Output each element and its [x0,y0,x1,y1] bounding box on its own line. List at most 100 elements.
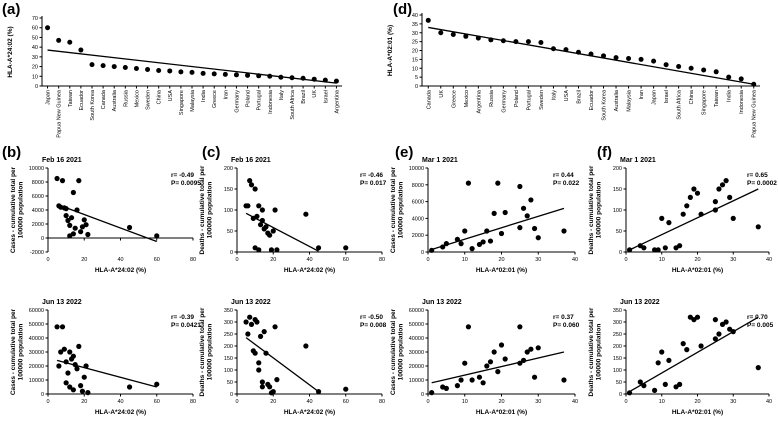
data-point [520,205,527,211]
data-point [252,186,258,192]
data-point [677,381,683,387]
data-point [259,379,265,385]
country-label: Mexico [464,90,470,107]
country-label: Mexico [134,90,140,107]
data-point [233,72,239,78]
data-point [254,213,260,219]
y-tick-label: 20 [412,49,418,55]
country-label: Taiwan [68,90,74,107]
data-point [76,343,82,349]
country-label: Greece [212,90,218,108]
y-tick-label: 150 [224,356,233,362]
data-point [730,215,736,221]
data-point [83,222,89,228]
data-point [154,381,160,387]
data-point [58,349,64,355]
y-tick-label: 20000 [29,364,44,370]
data-point [462,228,468,234]
y-tick-label: 35 [412,22,418,28]
x-tick-label: 0 [624,399,627,405]
data-point [267,232,273,238]
x-tick-label: 60 [154,257,160,263]
country-label: Ecuador [79,90,85,111]
x-axis-title: HLA-A*24:02 (%) [284,267,335,274]
country-label: Russia [123,89,129,107]
y-axis-title: HLA-A*02:01 (%) [387,25,394,76]
date-label: Jun 13 2022 [422,299,462,306]
data-point [698,343,704,349]
y-tick-label: 10000 [29,378,44,384]
x-tick-label: 80 [379,399,385,405]
date-label: Mar 1 2021 [620,157,656,164]
data-point [243,319,249,325]
data-point [680,211,686,217]
chart-e2: 0 10000 20000 30000 40000 50000 60000 0 10 20 30 40… [390,299,580,416]
x-tick-label: 30 [730,399,736,405]
country-label: South Africa [677,89,683,120]
data-point [54,175,60,182]
data-point [528,197,534,203]
country-label: Indonesia [739,89,745,114]
x-tick-label: 20 [81,399,87,405]
country-label: Brazil [576,90,582,104]
country-label: Taiwan [714,90,720,107]
data-point [79,388,86,394]
stat-r: r= -0.49 [171,172,194,179]
panel-label: (e) [395,144,413,161]
chart-c1: 0 50 100 150 200 0 20 40 60 80 Feb 16 2021 r= -0.46… [199,144,387,274]
data-point [272,207,278,213]
x-axis-title: HLA-A*24:02 (%) [95,409,146,416]
x-tick-label: 10 [462,257,468,263]
trend-line [629,188,759,251]
x-tick-label: 10 [659,257,665,263]
country-label: Indonesia [268,89,274,114]
data-point [712,317,718,323]
x-axis-title: HLA-A*02:01 (%) [672,409,723,416]
data-point [247,178,253,184]
x-tick-label: 0 [46,257,49,263]
y-tick-label: 350 [613,308,622,314]
trend-line [629,316,759,393]
y-tick-label: 8000 [32,180,44,186]
stat-p: P= 0.060 [553,322,580,329]
x-tick-label: 20 [694,257,700,263]
data-point [315,245,322,251]
x-tick-label: 0 [46,399,49,405]
y-tick-label: 150 [613,187,622,193]
country-label: Israel [323,90,329,103]
data-point [270,389,276,395]
data-point [67,39,73,45]
y-tick-label: 100 [224,368,233,374]
stat-r: r= -0.39 [171,314,194,321]
y-tick-label: 10000 [29,166,44,172]
data-point [465,180,472,186]
data-point [126,224,133,231]
data-point [167,68,173,74]
data-point [63,380,69,386]
data-point [701,67,707,73]
data-point [723,178,729,184]
data-point [694,314,701,320]
country-label: China [157,89,163,104]
country-label: Argentina [476,89,482,113]
trend-line [47,49,337,84]
chart-b2: 0 10000 20000 30000 40000 50000 60000 0 20 40 60 80… [10,299,201,416]
x-tick-label: 10 [659,399,665,405]
data-point [85,390,91,396]
date-label: Feb 16 2021 [42,157,82,164]
data-point [480,380,486,386]
data-point [76,178,82,184]
x-tick-label: 0 [426,399,429,405]
y-tick-label: 8000 [412,183,424,189]
data-point [524,213,530,219]
x-tick-label: 60 [343,399,349,405]
trend-line [431,351,565,384]
data-point [56,363,62,369]
y-tick-label: 250 [613,332,622,338]
data-point [687,194,693,200]
country-label: UK [439,90,445,98]
data-point [156,67,162,73]
data-point [727,194,733,200]
data-point [59,178,66,184]
